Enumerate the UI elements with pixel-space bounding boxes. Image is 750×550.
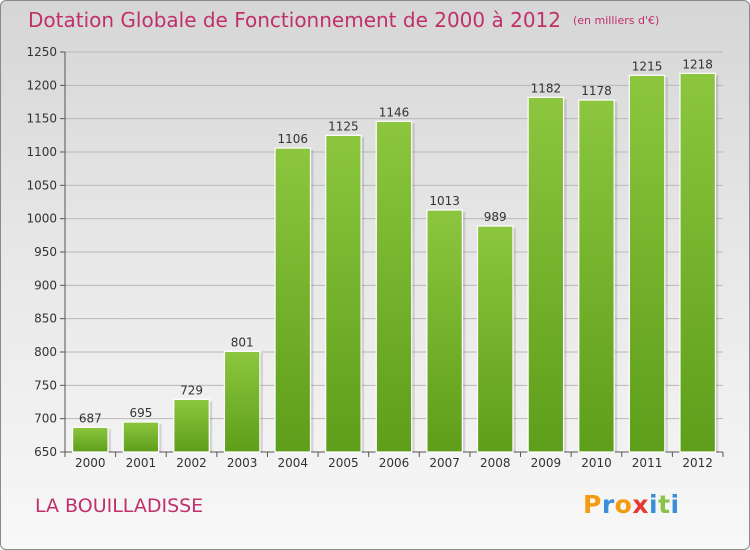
value-label-2007: 1013 <box>429 194 460 208</box>
value-label-2000: 687 <box>79 411 102 425</box>
x-tick-label-2002: 2002 <box>176 456 207 470</box>
value-label-2004: 1106 <box>277 132 308 146</box>
logo-letter: x <box>632 490 649 519</box>
value-label-2008: 989 <box>484 210 507 224</box>
y-tick-label: 1150 <box>26 112 57 126</box>
y-tick-label: 850 <box>34 312 57 326</box>
bar-2008 <box>476 225 514 453</box>
data-labels: 687 695 729 801 1106 1125 1146 1013 989 1182 1178 1… <box>79 57 713 425</box>
y-tick-label: 800 <box>34 345 57 359</box>
chart-title: Dotation Globale de Fonctionnement de 20… <box>28 8 659 32</box>
bar-2003 <box>223 350 261 453</box>
x-tick-label-2006: 2006 <box>379 456 410 470</box>
commune-name: LA BOUILLADISSE <box>35 495 204 517</box>
bar-2009 <box>527 96 565 453</box>
bar-2010 <box>578 99 615 453</box>
x-tick-label-2004: 2004 <box>277 456 308 470</box>
value-label-2012: 1218 <box>682 57 713 71</box>
bar-2004 <box>274 147 312 453</box>
value-label-2001: 695 <box>129 406 152 420</box>
logo-letter: t <box>658 490 671 519</box>
x-tick-label-2000: 2000 <box>75 456 106 470</box>
value-label-2003: 801 <box>231 335 254 349</box>
chart-title-text: Dotation Globale de Fonctionnement de 20… <box>28 8 561 32</box>
y-tick-label: 1000 <box>26 212 57 226</box>
value-label-2002: 729 <box>180 383 203 397</box>
y-tick-label: 950 <box>34 245 57 259</box>
y-tick-label: 900 <box>34 278 57 292</box>
x-tick-label-2005: 2005 <box>328 456 359 470</box>
bar-2000 <box>71 426 109 453</box>
bars <box>71 72 719 453</box>
x-tick-label-2011: 2011 <box>632 456 663 470</box>
x-tick-label-2009: 2009 <box>531 456 562 470</box>
bar-2002 <box>173 398 210 453</box>
value-label-2005: 1125 <box>328 119 359 133</box>
chart-unit-note: (en milliers d'€) <box>573 14 660 27</box>
y-tick-label: 1250 <box>26 45 57 59</box>
y-tick-label: 650 <box>34 445 57 459</box>
axes: 650 700 750 800 850 900 950 1000 1050 1100 1150 120… <box>26 45 724 470</box>
value-label-2006: 1146 <box>379 105 410 119</box>
bar-2005 <box>325 134 362 453</box>
y-tick-label: 1200 <box>26 78 57 92</box>
proxiti-logo: Proxiti <box>583 490 680 519</box>
y-tick-label: 1050 <box>26 178 57 192</box>
x-tick-label-2003: 2003 <box>227 456 258 470</box>
logo-letter: i <box>649 490 659 519</box>
logo-letter: i <box>670 490 680 519</box>
logo-letter: r <box>601 490 615 519</box>
bar-2001 <box>122 421 160 453</box>
y-tick-label: 700 <box>34 412 57 426</box>
x-tick-label-2012: 2012 <box>682 456 713 470</box>
x-tick-label-2010: 2010 <box>581 456 612 470</box>
bar-2007 <box>426 209 463 453</box>
logo-letter: o <box>614 490 633 519</box>
logo-letter: P <box>583 490 602 519</box>
bar-2012 <box>679 72 717 453</box>
bar-2006 <box>375 120 413 453</box>
x-tick-label-2007: 2007 <box>429 456 460 470</box>
value-label-2010: 1178 <box>581 84 612 98</box>
x-tick-label-2001: 2001 <box>126 456 157 470</box>
x-tick-label-2008: 2008 <box>480 456 511 470</box>
y-tick-label: 1100 <box>26 145 57 159</box>
bar-2011 <box>628 74 666 453</box>
value-label-2011: 1215 <box>632 59 663 73</box>
y-tick-label: 750 <box>34 378 57 392</box>
value-label-2009: 1182 <box>531 81 562 95</box>
